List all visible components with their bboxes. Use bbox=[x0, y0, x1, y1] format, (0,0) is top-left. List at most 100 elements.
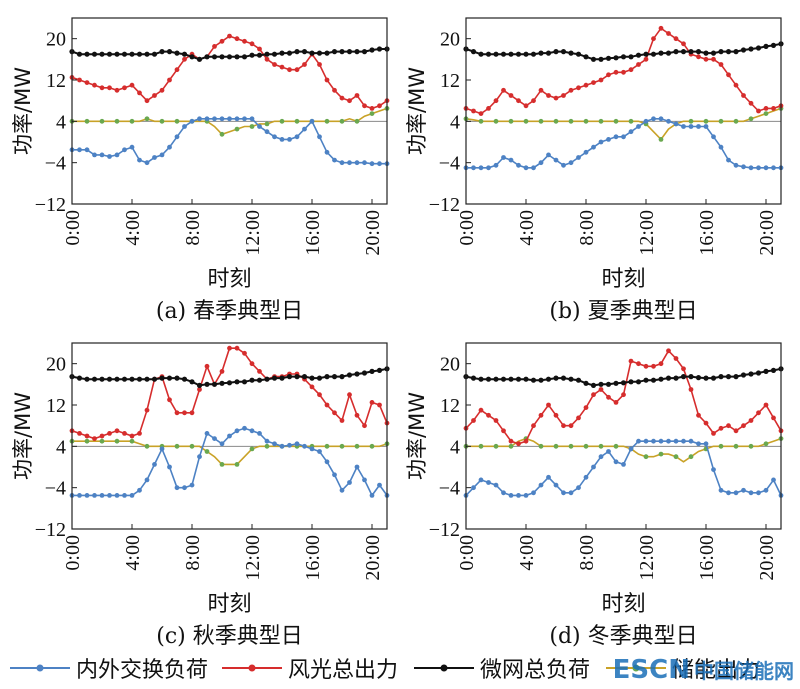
data-point-renewable bbox=[733, 428, 739, 434]
data-point-renewable bbox=[84, 80, 90, 85]
data-point-exchange bbox=[294, 441, 300, 447]
data-point-load bbox=[279, 50, 285, 56]
data-point-renewable bbox=[107, 431, 112, 436]
data-point-renewable bbox=[242, 38, 247, 44]
data-point-load bbox=[613, 55, 619, 61]
data-point-exchange bbox=[107, 154, 112, 159]
data-point-load bbox=[159, 375, 165, 381]
legend: 内外交换负荷 风光总出力 微网总负荷 储能出力 bbox=[0, 650, 800, 686]
data-point-exchange bbox=[598, 139, 604, 145]
data-point-load bbox=[545, 50, 552, 56]
series-line-renewable bbox=[71, 347, 388, 440]
data-point-load bbox=[740, 47, 747, 53]
data-point-renewable bbox=[332, 87, 337, 93]
data-point-storage bbox=[219, 131, 225, 137]
data-point-storage bbox=[129, 118, 135, 124]
data-point-exchange bbox=[643, 118, 649, 124]
data-point-exchange bbox=[302, 126, 307, 132]
x-tick-label: 4:00 bbox=[122, 535, 144, 571]
data-point-renewable bbox=[369, 106, 375, 111]
data-point-renewable bbox=[763, 106, 769, 111]
x-tick-label: 8:00 bbox=[182, 210, 204, 246]
data-point-renewable bbox=[219, 369, 225, 374]
data-point-storage bbox=[658, 137, 664, 142]
data-point-exchange bbox=[129, 493, 135, 498]
data-point-exchange bbox=[688, 438, 694, 444]
data-point-storage bbox=[234, 462, 240, 467]
data-point-load bbox=[650, 377, 657, 383]
y-tick-label: 4 bbox=[56, 111, 66, 133]
data-point-exchange bbox=[122, 493, 127, 498]
data-point-exchange bbox=[561, 490, 566, 496]
data-point-renewable bbox=[553, 412, 559, 418]
plot-frame bbox=[71, 17, 388, 205]
data-point-load bbox=[748, 371, 754, 377]
x-tick-label: 8:00 bbox=[576, 210, 598, 246]
data-point-exchange bbox=[673, 438, 679, 444]
data-point-renewable bbox=[726, 423, 731, 429]
data-point-exchange bbox=[546, 152, 551, 158]
data-point-load bbox=[129, 51, 135, 57]
data-point-renewable bbox=[576, 85, 581, 91]
data-point-renewable bbox=[516, 98, 521, 104]
data-point-load bbox=[725, 374, 732, 380]
data-point-exchange bbox=[377, 482, 382, 488]
data-point-renewable bbox=[486, 106, 491, 111]
data-point-load bbox=[583, 54, 589, 60]
data-point-exchange bbox=[174, 134, 180, 140]
data-point-exchange bbox=[591, 464, 596, 470]
data-point-exchange bbox=[651, 438, 656, 444]
data-point-exchange bbox=[666, 118, 671, 124]
data-point-load bbox=[264, 51, 270, 57]
data-point-load bbox=[673, 375, 679, 381]
data-point-load bbox=[643, 377, 649, 383]
data-point-renewable bbox=[354, 412, 360, 418]
data-point-renewable bbox=[362, 423, 367, 429]
data-point-storage bbox=[583, 118, 589, 124]
data-point-renewable bbox=[478, 407, 484, 413]
data-point-exchange bbox=[553, 157, 559, 163]
data-point-storage bbox=[478, 118, 484, 124]
data-point-load bbox=[166, 49, 173, 55]
data-point-renewable bbox=[523, 103, 529, 109]
data-point-load bbox=[493, 51, 499, 57]
data-point-storage bbox=[129, 438, 135, 444]
data-point-load bbox=[545, 376, 552, 382]
data-point-storage bbox=[733, 118, 739, 124]
data-point-exchange bbox=[516, 493, 521, 498]
data-point-renewable bbox=[478, 111, 484, 116]
x-tick-label: 16:00 bbox=[696, 535, 718, 581]
x-tick-label: 8:00 bbox=[576, 535, 598, 571]
data-point-renewable bbox=[182, 56, 187, 62]
data-point-load bbox=[309, 375, 315, 381]
data-point-storage bbox=[643, 454, 649, 460]
data-point-load bbox=[500, 51, 507, 57]
y-tick-label: −4 bbox=[439, 153, 460, 175]
y-tick-label: 12 bbox=[46, 395, 66, 417]
data-point-load bbox=[106, 376, 113, 382]
data-point-storage bbox=[538, 443, 544, 449]
data-point-storage bbox=[174, 443, 180, 449]
data-point-load bbox=[530, 51, 537, 57]
data-point-exchange bbox=[658, 438, 664, 444]
data-point-storage bbox=[688, 454, 694, 460]
data-point-load bbox=[84, 51, 90, 57]
series-line-storage bbox=[72, 107, 388, 136]
data-point-storage bbox=[369, 111, 375, 116]
y-tick-label: 12 bbox=[440, 395, 460, 417]
data-point-renewable bbox=[538, 87, 544, 93]
watermark-brand: ESCN bbox=[612, 655, 690, 685]
data-point-exchange bbox=[748, 165, 754, 171]
data-point-load bbox=[354, 371, 360, 377]
data-point-load bbox=[515, 376, 522, 382]
data-point-renewable bbox=[591, 80, 596, 85]
data-point-load bbox=[174, 375, 180, 381]
data-point-renewable bbox=[167, 77, 172, 83]
data-point-load bbox=[538, 377, 544, 383]
data-point-exchange bbox=[718, 487, 724, 493]
data-point-renewable bbox=[234, 345, 240, 351]
data-point-exchange bbox=[212, 436, 217, 441]
data-point-load bbox=[99, 51, 105, 57]
data-point-exchange bbox=[122, 147, 127, 153]
plot-frame bbox=[465, 342, 782, 530]
